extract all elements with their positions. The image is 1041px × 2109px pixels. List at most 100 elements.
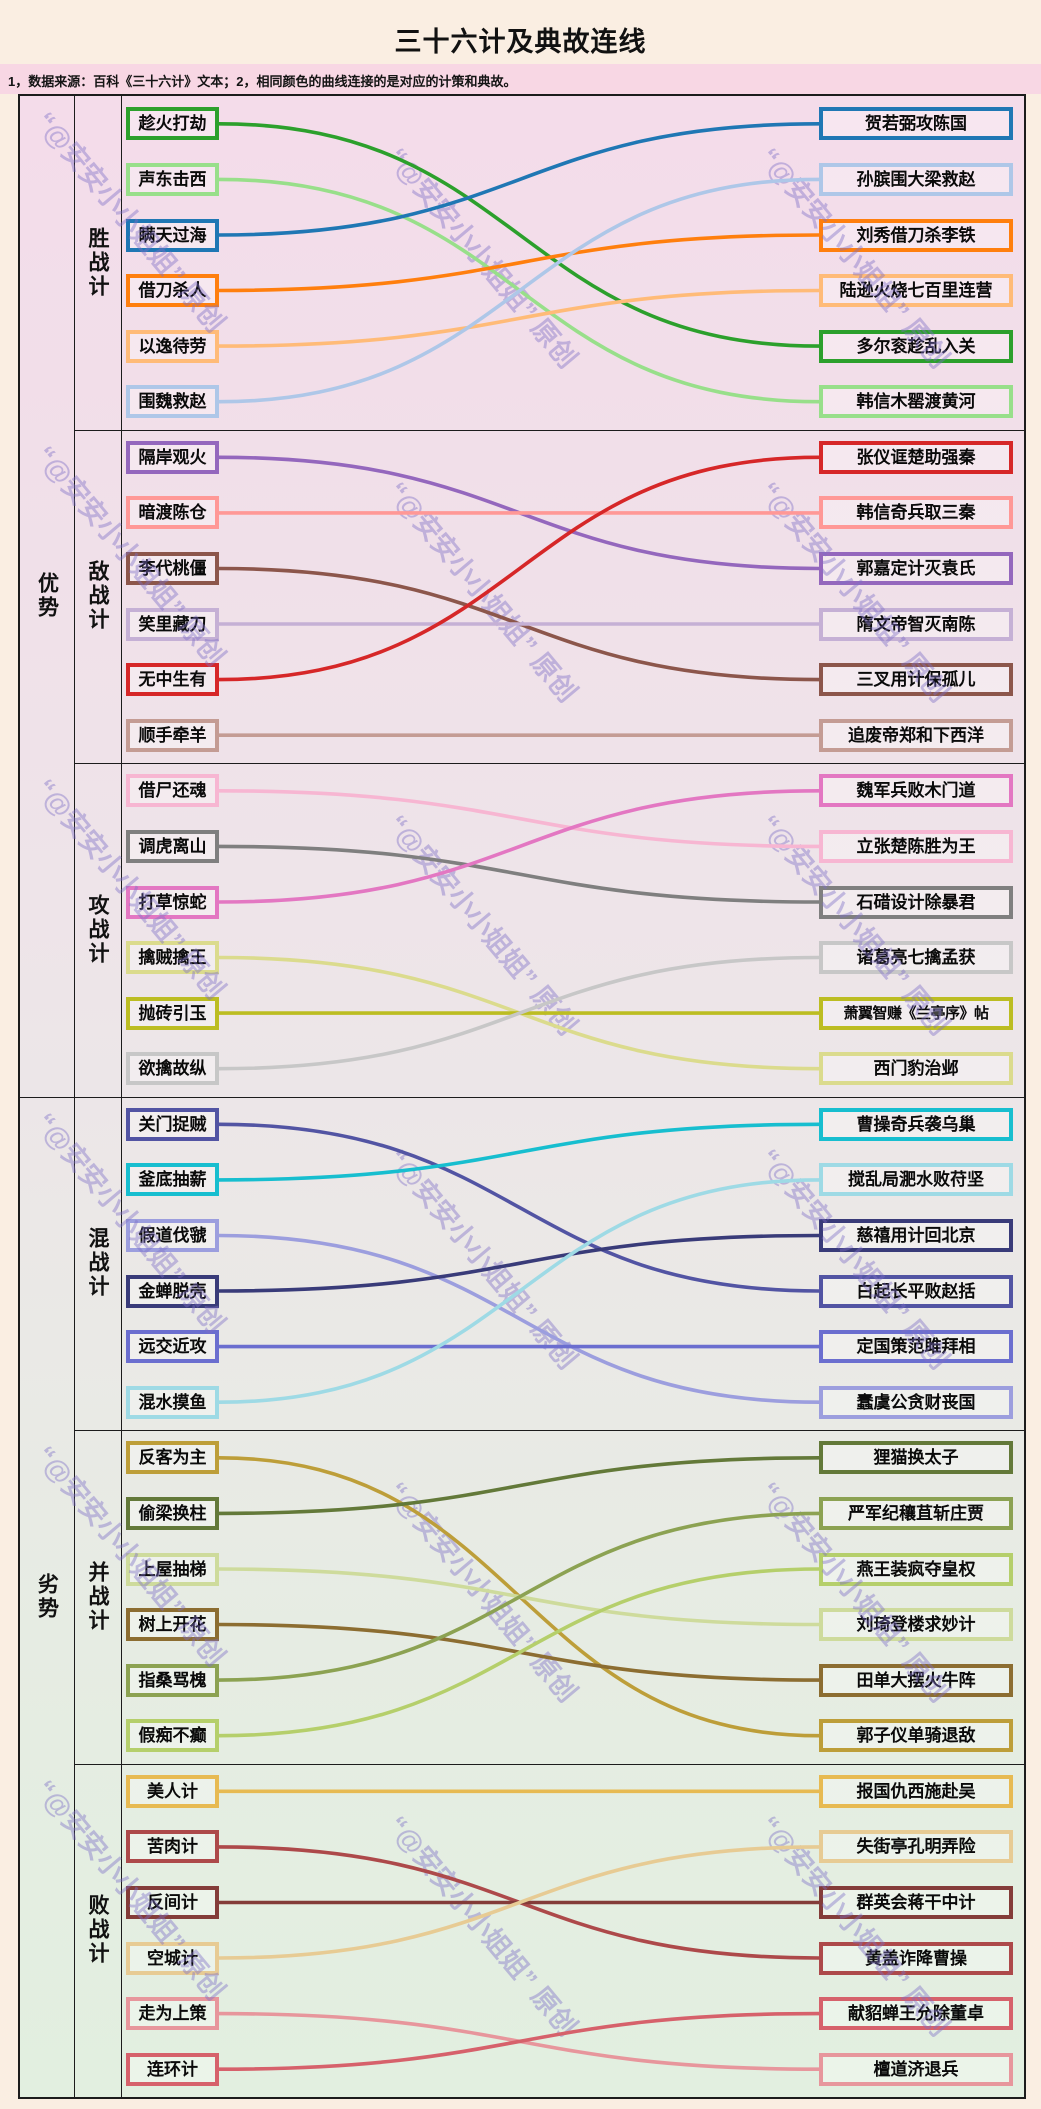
stratagem-box: 调虎离山: [126, 829, 219, 863]
allusion-box: 韩信奇兵取三秦: [819, 496, 1013, 530]
stratagem-box: 擒贼擒王: [126, 941, 219, 974]
allusion-label: 立张楚陈胜为王: [856, 836, 976, 856]
allusion-label: 郭子仪单骑退敌: [856, 1726, 976, 1746]
allusion-box: 定国策范雎拜相: [819, 1330, 1013, 1364]
stratagem-label: 声东击西: [138, 169, 207, 189]
stratagem-box: 反间计: [126, 1886, 219, 1919]
stratagem-box: 围魏救赵: [126, 385, 219, 419]
group-cell-1: 劣势: [20, 1097, 74, 2098]
section-label: 败战计: [86, 1894, 109, 1967]
stratagem-box: 偷梁换柱: [126, 1496, 219, 1530]
stratagem-box: 关门捉贼: [126, 1107, 219, 1141]
stratagem-label: 隔岸观火: [138, 447, 207, 467]
allusion-label: 张仪诓楚助强秦: [856, 447, 976, 467]
stratagem-label: 暗渡陈仓: [138, 503, 207, 523]
section-cell-混战计: 混战计: [74, 1097, 121, 1431]
allusion-label: 黄盖诈降曹操: [865, 1948, 967, 1968]
connector-curve: [218, 122, 820, 348]
allusion-box: 魏军兵败木门道: [819, 774, 1013, 808]
section-cell-攻战计: 攻战计: [74, 763, 121, 1097]
allusion-label: 追废帝郑和下西洋: [848, 725, 984, 745]
allusion-label: 曹操奇兵袭乌巢: [856, 1114, 976, 1134]
stratagem-box: 金蝉脱壳: [126, 1274, 219, 1308]
connector-curve: [218, 122, 820, 237]
stratagem-label: 顺手牵羊: [138, 725, 207, 745]
allusion-box: 刘琦登楼求妙计: [819, 1608, 1013, 1641]
stratagem-box: 上屋抽梯: [126, 1552, 219, 1586]
allusion-box: 严军纪穰苴斩庄贾: [819, 1496, 1013, 1530]
stratagem-box: 树上开花: [126, 1608, 219, 1641]
section-divider-line: [74, 1763, 1024, 1765]
allusion-label: 孙膑围大梁救赵: [856, 169, 976, 189]
allusion-box: 韩信木罂渡黄河: [819, 385, 1013, 419]
section-label: 敌战计: [86, 560, 109, 633]
stratagem-box: 顺手牵羊: [126, 718, 219, 752]
allusion-label: 定国策范雎拜相: [856, 1337, 976, 1357]
allusion-label: 燕王装疯夺皇权: [856, 1559, 976, 1579]
allusion-box: 三叉用计保孤儿: [819, 663, 1013, 697]
allusion-box: 追废帝郑和下西洋: [819, 718, 1013, 752]
stratagem-box: 借刀杀人: [126, 274, 219, 307]
allusion-box: 曹操奇兵袭乌巢: [819, 1107, 1013, 1141]
stratagem-box: 远交近攻: [126, 1330, 219, 1364]
allusion-box: 多尔衮趁乱入关: [819, 329, 1013, 363]
section-divider-line: [74, 1430, 1024, 1431]
stratagem-label: 以逸待劳: [138, 336, 207, 356]
allusion-label: 狸猫换太子: [873, 1448, 959, 1468]
allusion-label: 失街亭孔明弄险: [856, 1837, 976, 1857]
stratagem-box: 瞒天过海: [126, 218, 219, 252]
allusion-box: 报国仇西施赴吴: [819, 1774, 1013, 1808]
allusion-label: 隋文帝智灭南陈: [856, 614, 976, 634]
stratagem-label: 反客为主: [138, 1448, 207, 1468]
group-label: 劣势: [35, 1572, 59, 1621]
allusion-box: 郭子仪单骑退敌: [819, 1719, 1013, 1753]
allusion-label: 西门豹治邺: [873, 1059, 959, 1079]
allusion-label: 白起长平败赵括: [856, 1281, 976, 1301]
section-label: 胜战计: [86, 226, 109, 299]
allusion-label: 慈禧用计回北京: [856, 1226, 976, 1245]
allusion-box: 郭嘉定计灭袁氏: [819, 552, 1013, 585]
connector-curve: [218, 1567, 820, 1738]
allusion-label: 多尔衮趁乱入关: [856, 336, 976, 356]
connector-curve: [218, 789, 820, 904]
stratagem-box: 隔岸观火: [126, 440, 219, 474]
allusion-box: 孙膑围大梁救赵: [819, 162, 1013, 196]
allusion-box: 蠢虞公贪财丧国: [819, 1385, 1013, 1419]
stratagem-label: 苦肉计: [147, 1837, 198, 1857]
stratagem-label: 上屋抽梯: [138, 1559, 207, 1579]
stratagem-box: 苦肉计: [126, 1830, 219, 1864]
stratagem-label: 美人计: [147, 1781, 198, 1801]
stratagem-box: 笑里藏刀: [126, 607, 219, 641]
group-label: 优势: [35, 572, 59, 621]
stratagem-label: 关门捉贼: [138, 1114, 207, 1134]
allusion-box: 萧翼智赚《兰亭序》帖: [819, 996, 1013, 1030]
allusion-label: 石碏设计除暴君: [856, 892, 976, 912]
stratagem-label: 抛砖引玉: [138, 1003, 207, 1023]
allusion-label: 搅乱局淝水败苻坚: [848, 1170, 984, 1190]
stratagem-label: 树上开花: [138, 1615, 207, 1634]
section-divider-line: [74, 763, 1024, 764]
connector-curve: [218, 233, 820, 293]
allusion-label: 诸葛亮七擒孟获: [856, 948, 976, 967]
stratagem-label: 走为上策: [138, 2004, 207, 2024]
subtitle: 1，数据来源：百科《三十六计》文本；2，相同颜色的曲线连接的是对应的计策和典故。: [8, 74, 517, 89]
stratagem-box: 釜底抽薪: [126, 1163, 219, 1197]
stratagem-label: 假痴不癫: [138, 1726, 207, 1746]
stratagem-label: 借尸还魂: [138, 781, 207, 801]
allusion-label: 韩信木罂渡黄河: [856, 392, 976, 412]
allusion-label: 群英会蒋干中计: [856, 1893, 976, 1912]
section-label: 攻战计: [86, 893, 109, 966]
allusion-box: 石碏设计除暴君: [819, 885, 1013, 919]
stratagem-box: 趁火打劫: [126, 107, 219, 141]
stratagem-label: 无中生有: [138, 670, 207, 690]
section-label: 混战计: [86, 1227, 109, 1300]
stratagem-label: 擒贼擒王: [138, 948, 207, 967]
stratagem-label: 指桑骂槐: [138, 1670, 207, 1690]
allusion-box: 檀道济退兵: [819, 2052, 1013, 2086]
stratagem-box: 美人计: [126, 1774, 219, 1808]
subtitle-band: 1，数据来源：百科《三十六计》文本；2，相同颜色的曲线连接的是对应的计策和典故。: [0, 64, 1041, 94]
allusion-box: 田单大摆火牛阵: [819, 1663, 1013, 1697]
section-cell-敌战计: 敌战计: [74, 430, 121, 764]
connector-curve: [218, 288, 820, 348]
allusion-box: 群英会蒋干中计: [819, 1886, 1013, 1919]
